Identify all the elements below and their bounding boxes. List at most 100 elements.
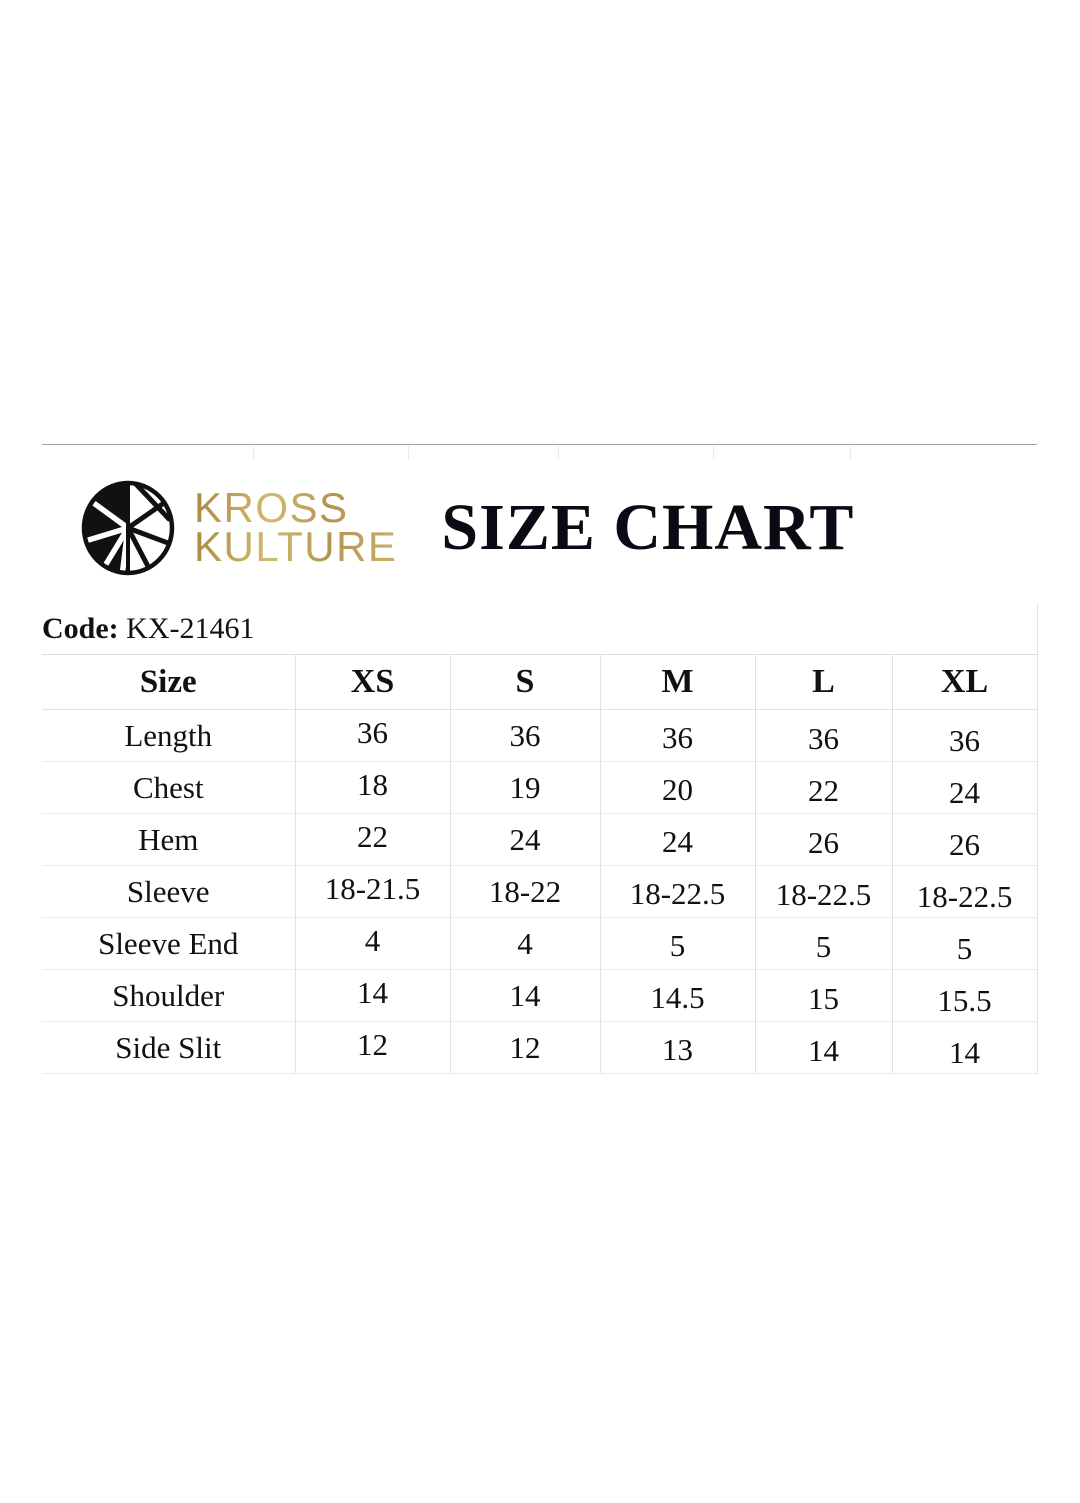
cell-text: 24 [949,774,981,810]
measurement-label: Chest [42,761,296,814]
header-top-rule [42,444,1037,445]
kross-kulture-logo-icon [81,480,175,576]
cell-text: 18-21.5 [324,870,421,906]
measurement-value: 13 [600,1021,756,1074]
measurement-value: 4 [450,917,601,970]
brand-name-line-1: KROSS [194,487,397,529]
measurement-value: 18-22.5 [892,865,1038,918]
measurement-value: 36 [450,709,601,762]
measurement-label: Hem [42,813,296,866]
cell-text: 4 [517,925,533,961]
product-code: Code: KX-21461 [42,604,1038,655]
measurement-value: 18-21.5 [295,865,451,918]
cell-text: 4 [364,922,381,958]
measurement-value: 15.5 [892,969,1038,1022]
ghost-column-tick [850,446,851,460]
measurement-value: 12 [295,1021,451,1074]
cell-text: 22 [808,772,839,808]
measurement-value: 18 [295,761,451,814]
brand-name-line-2: KULTURE [194,523,398,570]
measurement-value: 5 [892,917,1038,970]
brand-wordmark: KROSS KULTURE [194,487,398,570]
column-header-s: S [450,654,601,710]
cell-text: 14 [808,1032,839,1068]
measurement-value: 14 [295,969,451,1022]
measurement-label: Sleeve [42,865,296,918]
cell-text: 18-22.5 [629,875,726,911]
measurement-value: 24 [450,813,601,866]
column-header-xs: XS [295,654,451,710]
size-chart-table: Code: KX-21461 Size XS S M L XL Length 3… [42,604,1038,1074]
table-header-row: Size XS S M L XL [42,654,1038,710]
ghost-column-tick [408,446,409,460]
cell-text: 24 [509,821,541,857]
column-header-m: M [600,654,756,710]
measurement-value: 5 [600,917,756,970]
measurement-value: 26 [892,813,1038,866]
table-row: Chest 18 19 20 22 24 [42,761,1038,814]
cell-text: 5 [815,928,832,964]
measurement-label: Side Slit [42,1021,296,1074]
product-code-row: Code: KX-21461 [42,604,1038,655]
measurement-value: 12 [450,1021,601,1074]
cell-text: 26 [808,824,839,860]
ghost-column-tick [713,446,714,460]
measurement-value: 4 [295,917,451,970]
table-row: Side Slit 12 12 13 14 14 [42,1021,1038,1074]
cell-text: 36 [357,714,388,750]
cell-text: 14 [357,974,388,1010]
page-title: SIZE CHART [441,491,855,564]
cell-text: 24 [662,823,693,859]
cell-text: 20 [662,771,693,807]
measurement-value: 14.5 [600,969,756,1022]
cell-text: 36 [808,720,839,756]
measurement-value: 14 [450,969,601,1022]
cell-text: 15.5 [937,982,992,1018]
cell-text: 18 [357,766,388,802]
measurement-value: 24 [600,813,756,866]
cell-text: 22 [357,818,388,854]
measurement-value: 36 [600,709,756,762]
measurement-value: 15 [755,969,893,1022]
measurement-value: 19 [450,761,601,814]
cell-text: 5 [956,930,973,966]
measurement-value: 22 [755,761,893,814]
cell-text: 14 [509,977,541,1013]
cell-text: 13 [662,1031,693,1067]
product-code-label: Code: [42,612,119,645]
table-row: Sleeve End 4 4 5 5 5 [42,917,1038,970]
column-header-l: L [755,654,893,710]
table-row: Hem 22 24 24 26 26 [42,813,1038,866]
measurement-value: 14 [755,1021,893,1074]
measurement-value: 22 [295,813,451,866]
table-row: Length 36 36 36 36 36 [42,709,1038,762]
cell-text: 14 [949,1034,981,1070]
table-row: Sleeve 18-21.5 18-22 18-22.5 18-22.5 18-… [42,865,1038,918]
measurement-value: 20 [600,761,756,814]
cell-text: 26 [949,826,981,862]
ghost-column-tick [558,446,559,460]
product-code-value: KX-21461 [126,612,255,645]
measurement-label: Sleeve End [42,917,296,970]
cell-text: 5 [669,927,686,963]
cell-text: 18-22 [488,873,562,909]
ghost-column-tick [253,446,254,460]
cell-text: 36 [949,722,981,758]
cell-text: 18-22.5 [916,878,1013,914]
measurement-value: 36 [755,709,893,762]
cell-text: 36 [509,717,541,753]
measurement-value: 36 [295,709,451,762]
column-header-xl: XL [892,654,1038,710]
cell-text: 18-22.5 [775,876,872,912]
column-header-size: Size [42,654,296,710]
cell-text: 15 [808,980,839,1016]
table-row: Shoulder 14 14 14.5 15 15.5 [42,969,1038,1022]
measurement-value: 24 [892,761,1038,814]
cell-text: 12 [357,1026,388,1062]
measurement-label: Length [42,709,296,762]
brand-header: KROSS KULTURE SIZE CHART [42,452,1037,604]
measurement-value: 18-22.5 [600,865,756,918]
cell-text: 12 [509,1029,541,1065]
measurement-label: Shoulder [42,969,296,1022]
